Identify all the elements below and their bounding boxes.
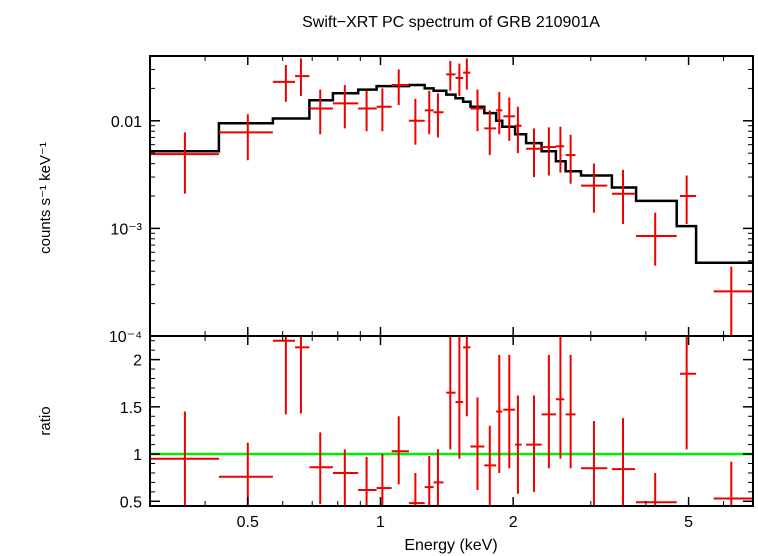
- spectrum-data-point: [455, 63, 464, 96]
- spectrum-data-point: [713, 266, 753, 336]
- spectrum-data-point: [565, 134, 576, 184]
- spectrum-data-point: [332, 85, 359, 129]
- ratio-data-point: [503, 354, 516, 469]
- spectrum-data-point: [679, 175, 697, 224]
- ratio-data-point: [611, 418, 636, 506]
- spectrum-data-point: [541, 127, 556, 176]
- ratio-panel: ratio 0.5 1 2 5 0.5 1 1.5 2 Energy (keV): [37, 335, 754, 554]
- spectrum-data-point: [358, 90, 377, 132]
- ratio-data-point: [218, 442, 273, 506]
- spectrum-data-point: [515, 106, 522, 154]
- bottom-y-tick-label: 2: [133, 353, 142, 370]
- bottom-y-tick-label: 1: [133, 447, 142, 464]
- spectrum-data-point: [526, 128, 542, 178]
- ratio-data-point: [541, 354, 556, 469]
- ratio-data-point: [555, 336, 565, 459]
- top-plot-frame: [149, 55, 754, 337]
- ratio-data-points: [150, 336, 753, 506]
- top-y-axis-label: counts s⁻¹ keV⁻¹: [37, 142, 54, 254]
- spectrum-data-point: [408, 98, 425, 145]
- ratio-data-point: [679, 336, 697, 450]
- ratio-data-point: [636, 472, 677, 506]
- spectrum-data-point: [218, 114, 273, 161]
- top-y-tick-label: 0.01: [111, 114, 142, 131]
- spectrum-data-point: [424, 90, 434, 135]
- ratio-data-point: [272, 336, 296, 415]
- spectrum-data-point: [150, 132, 219, 194]
- spectrum-data-point: [391, 69, 409, 106]
- spectrum-data-point: [484, 110, 497, 156]
- ratio-data-point: [309, 432, 333, 505]
- spectrum-data-point: [295, 58, 310, 96]
- ratio-data-point: [424, 455, 434, 506]
- ratio-data-point: [515, 395, 522, 494]
- x-tick-label: 1: [376, 514, 385, 531]
- chart-title: Swift−XRT PC spectrum of GRB 210901A: [302, 14, 600, 31]
- spectrum-data-point: [470, 89, 485, 132]
- ratio-data-point: [358, 456, 377, 506]
- spectrum-data-point: [636, 212, 677, 266]
- bottom-y-tick-label: 1.5: [120, 400, 142, 417]
- x-tick-label: 0.5: [237, 514, 259, 531]
- spectrum-data-point: [611, 169, 636, 224]
- bottom-plot-frame: [149, 335, 754, 507]
- ratio-data-point: [484, 425, 497, 506]
- ratio-data-point: [455, 336, 464, 459]
- spectrum-data-point: [503, 97, 516, 141]
- ratio-data-point: [580, 421, 608, 506]
- spectrum-data-point: [580, 163, 608, 213]
- spectrum-data-point: [376, 88, 392, 132]
- spectrum-data-point: [272, 64, 296, 102]
- spectrum-data-point: [555, 126, 565, 173]
- ratio-data-point: [332, 449, 359, 506]
- spectrum-data-point: [433, 93, 444, 138]
- ratio-data-point: [565, 354, 576, 469]
- spectrum-data-point: [446, 60, 456, 91]
- ratio-data-point: [376, 454, 392, 506]
- ratio-data-point: [408, 472, 425, 506]
- spectrum-data-point: [496, 92, 503, 135]
- top-y-tick-label: 10⁻³: [110, 221, 142, 238]
- x-tick-label: 2: [509, 514, 518, 531]
- ratio-data-point: [470, 397, 485, 490]
- top-y-tick-label: 10⁻⁴: [109, 329, 142, 346]
- spectrum-panel: counts s⁻¹ keV⁻¹ 0.01 10⁻³ 10⁻⁴: [37, 55, 754, 346]
- ratio-data-point: [526, 395, 542, 492]
- ratio-data-point: [391, 416, 409, 485]
- ratio-data-point: [150, 411, 219, 506]
- x-axis-label: Energy (keV): [404, 537, 497, 554]
- ratio-data-point: [295, 336, 310, 414]
- bottom-y-tick-label: 0.5: [120, 494, 142, 511]
- ratio-data-point: [433, 449, 444, 506]
- x-tick-label: 5: [684, 514, 693, 531]
- ratio-data-point: [496, 354, 503, 473]
- spectrum-data-points: [150, 58, 753, 336]
- spectrum-data-point: [463, 58, 471, 90]
- spectrum-data-point: [309, 89, 333, 135]
- ratio-data-point: [463, 336, 471, 417]
- bottom-y-axis-label: ratio: [37, 406, 54, 435]
- ratio-data-point: [713, 461, 753, 506]
- ratio-data-point: [446, 336, 456, 450]
